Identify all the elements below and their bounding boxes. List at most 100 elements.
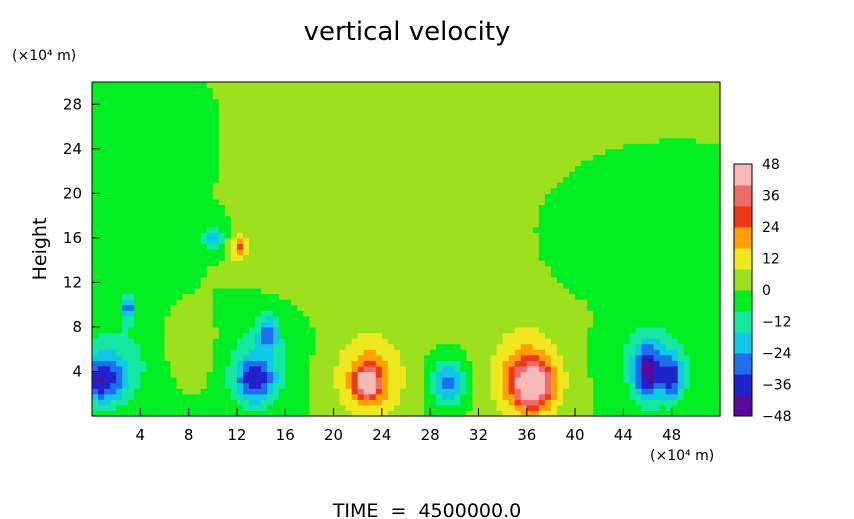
heatmap-cell bbox=[212, 137, 220, 144]
heatmap-cell bbox=[206, 360, 214, 367]
heatmap-cell bbox=[532, 187, 540, 194]
heatmap-cell bbox=[393, 176, 401, 183]
heatmap-cell bbox=[333, 221, 341, 228]
heatmap-cell bbox=[339, 382, 347, 389]
heatmap-cell bbox=[514, 165, 522, 172]
heatmap-cell bbox=[279, 120, 286, 128]
heatmap-cell bbox=[128, 365, 135, 373]
heatmap-cell bbox=[285, 182, 292, 189]
heatmap-cell bbox=[490, 321, 498, 328]
heatmap-cell bbox=[430, 137, 437, 144]
heatmap-cell bbox=[176, 410, 184, 417]
heatmap-cell bbox=[587, 182, 594, 189]
heatmap-cell bbox=[236, 104, 244, 111]
heatmap-cell bbox=[387, 221, 395, 228]
heatmap-cell bbox=[242, 204, 250, 211]
heatmap-cell bbox=[569, 377, 576, 384]
heatmap-cell bbox=[375, 93, 383, 100]
heatmap-cell bbox=[176, 126, 184, 133]
heatmap-cell bbox=[98, 232, 105, 239]
heatmap-cell bbox=[255, 249, 262, 256]
heatmap-cell bbox=[116, 120, 123, 128]
heatmap-cell bbox=[116, 304, 123, 311]
heatmap-cell bbox=[550, 154, 558, 161]
heatmap-cell bbox=[538, 354, 546, 361]
heatmap-cell bbox=[526, 282, 534, 289]
heatmap-cell bbox=[327, 404, 335, 412]
heatmap-cell bbox=[387, 198, 395, 206]
heatmap-cell bbox=[116, 193, 123, 200]
heatmap-cell bbox=[351, 148, 359, 155]
heatmap-cell bbox=[556, 326, 564, 334]
heatmap-cell bbox=[593, 360, 600, 367]
heatmap-cell bbox=[110, 132, 117, 139]
heatmap-cell bbox=[279, 193, 286, 200]
heatmap-cell bbox=[430, 276, 437, 283]
heatmap-cell bbox=[569, 182, 576, 189]
heatmap-cell bbox=[303, 215, 310, 222]
heatmap-cell bbox=[496, 210, 504, 217]
heatmap-cell bbox=[575, 115, 582, 122]
heatmap-cell bbox=[333, 115, 341, 122]
heatmap-cell bbox=[104, 260, 111, 267]
heatmap-cell bbox=[164, 193, 172, 200]
heatmap-cell bbox=[448, 321, 455, 328]
heatmap-cell bbox=[520, 393, 528, 400]
heatmap-cell bbox=[478, 210, 486, 217]
heatmap-cell bbox=[194, 221, 202, 228]
heatmap-cell bbox=[569, 254, 576, 261]
heatmap-cell bbox=[212, 343, 220, 350]
heatmap-cell bbox=[363, 287, 371, 295]
heatmap-cell bbox=[176, 120, 184, 128]
heatmap-cell bbox=[399, 171, 407, 178]
heatmap-cell bbox=[122, 237, 129, 245]
heatmap-cell bbox=[273, 265, 280, 272]
heatmap-cell bbox=[520, 326, 528, 334]
heatmap-cell bbox=[466, 338, 474, 345]
heatmap-cell bbox=[569, 154, 576, 161]
heatmap-cell bbox=[194, 287, 202, 295]
heatmap-cell bbox=[224, 304, 232, 311]
heatmap-cell bbox=[381, 310, 389, 317]
heatmap-cell bbox=[418, 404, 425, 412]
heatmap-cell bbox=[502, 393, 510, 400]
heatmap-cell bbox=[460, 310, 467, 317]
heatmap-cell bbox=[563, 343, 570, 350]
heatmap-cell bbox=[218, 249, 226, 256]
heatmap-cell bbox=[236, 215, 244, 222]
heatmap-cell bbox=[315, 98, 323, 105]
heatmap-cell bbox=[363, 109, 371, 116]
heatmap-cell bbox=[230, 388, 238, 395]
heatmap-cell bbox=[406, 126, 413, 133]
heatmap-cell bbox=[122, 338, 129, 345]
heatmap-cell bbox=[538, 154, 546, 161]
heatmap-cell bbox=[460, 282, 467, 289]
heatmap-cell bbox=[387, 93, 395, 100]
heatmap-cell bbox=[345, 310, 353, 317]
heatmap-cell bbox=[369, 260, 377, 267]
heatmap-cell bbox=[490, 249, 498, 256]
heatmap-cell bbox=[490, 310, 498, 317]
heatmap-cell bbox=[381, 271, 389, 278]
heatmap-cell bbox=[526, 260, 534, 267]
heatmap-cell bbox=[140, 260, 147, 267]
heatmap-cell bbox=[496, 193, 504, 200]
heatmap-cell bbox=[315, 304, 323, 311]
heatmap-cell bbox=[508, 265, 516, 272]
heatmap-cell bbox=[466, 154, 474, 161]
heatmap-cell bbox=[478, 226, 486, 233]
heatmap-cell bbox=[104, 159, 111, 167]
heatmap-cell bbox=[406, 388, 413, 395]
heatmap-cell bbox=[436, 176, 443, 183]
heatmap-cell bbox=[375, 349, 383, 356]
heatmap-cell bbox=[176, 132, 184, 139]
heatmap-cell bbox=[399, 287, 407, 295]
heatmap-cell bbox=[152, 260, 160, 267]
heatmap-cell bbox=[550, 287, 558, 295]
heatmap-cell bbox=[146, 254, 153, 261]
heatmap-cell bbox=[466, 365, 474, 373]
heatmap-cell bbox=[122, 243, 129, 250]
heatmap-cell bbox=[315, 260, 323, 267]
heatmap-cell bbox=[563, 98, 570, 105]
heatmap-cell bbox=[140, 404, 147, 412]
